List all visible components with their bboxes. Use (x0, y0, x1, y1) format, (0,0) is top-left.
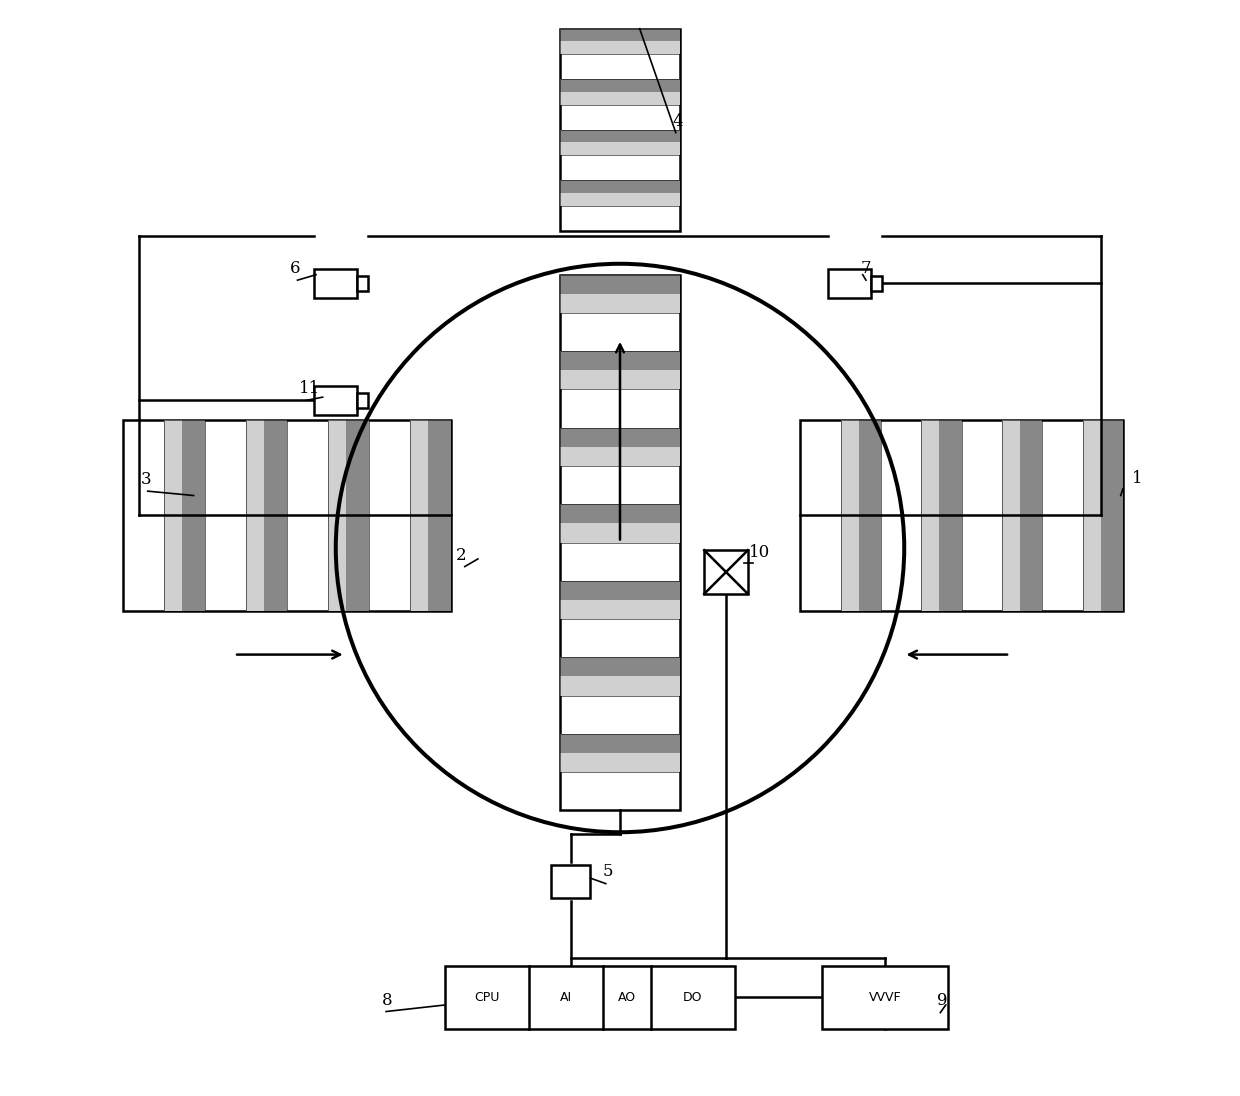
Bar (560, 427, 680, 466)
Bar (560, 294, 680, 313)
Text: 10: 10 (749, 544, 770, 561)
Text: 9: 9 (937, 992, 947, 1009)
Bar (1021, 420, 1043, 610)
Text: 6: 6 (290, 260, 300, 277)
Text: VVVF: VVVF (869, 991, 901, 1004)
Bar (921, 420, 940, 610)
Text: 4: 4 (672, 113, 683, 130)
Bar (704, 550, 748, 594)
Bar (560, 504, 680, 543)
Bar (246, 420, 286, 610)
Bar (327, 420, 368, 610)
Bar (560, 275, 680, 810)
Bar (828, 269, 872, 298)
Bar (841, 420, 859, 610)
Text: 8: 8 (382, 992, 392, 1009)
Bar (560, 275, 680, 294)
Bar (560, 193, 680, 206)
Bar (327, 420, 346, 610)
Bar (164, 420, 205, 610)
Bar (182, 420, 205, 610)
Bar (560, 28, 680, 54)
Bar (560, 370, 680, 389)
Bar (822, 966, 947, 1029)
Text: 2: 2 (456, 547, 466, 564)
Bar (1083, 420, 1101, 610)
Bar (357, 392, 368, 409)
Bar (560, 79, 680, 104)
Bar (560, 129, 680, 142)
Text: 11: 11 (299, 380, 320, 397)
Bar (841, 420, 880, 610)
Bar (560, 447, 680, 466)
Bar (560, 351, 680, 370)
Bar (560, 504, 680, 524)
Bar (560, 581, 680, 619)
Bar (921, 420, 962, 610)
Bar (859, 420, 880, 610)
Bar (560, 524, 680, 543)
Bar (560, 129, 680, 156)
Bar (560, 351, 680, 389)
Bar (428, 420, 450, 610)
Bar (560, 181, 680, 206)
Bar (264, 420, 286, 610)
Bar (560, 658, 680, 676)
Bar (800, 420, 1123, 610)
Bar (246, 420, 264, 610)
Bar (560, 753, 680, 772)
Bar (560, 28, 680, 231)
Bar (560, 734, 680, 772)
Bar (1083, 420, 1123, 610)
Bar (346, 420, 368, 610)
Bar (560, 676, 680, 696)
Bar (409, 420, 450, 610)
Bar (560, 734, 680, 753)
Bar (940, 420, 962, 610)
Bar (314, 386, 357, 415)
Text: 7: 7 (861, 260, 872, 277)
Bar (164, 420, 182, 610)
Bar (560, 600, 680, 619)
Bar (123, 420, 450, 610)
Text: 3: 3 (141, 471, 151, 488)
Bar (872, 275, 882, 292)
Text: DO: DO (683, 991, 703, 1004)
Bar (560, 79, 680, 92)
Bar (560, 275, 680, 313)
Bar (560, 42, 680, 54)
Bar (560, 427, 680, 447)
Bar (409, 420, 428, 610)
Bar (1002, 420, 1021, 610)
Bar (560, 28, 680, 42)
Text: AI: AI (560, 991, 572, 1004)
Bar (1101, 420, 1123, 610)
Bar (1002, 420, 1043, 610)
Bar (551, 865, 590, 898)
Bar (560, 658, 680, 696)
Bar (560, 581, 680, 600)
Text: AO: AO (618, 991, 636, 1004)
Text: 1: 1 (1132, 470, 1142, 487)
Bar (357, 275, 368, 292)
Text: CPU: CPU (475, 991, 500, 1004)
Bar (560, 142, 680, 156)
Bar (560, 92, 680, 104)
Bar (314, 269, 357, 298)
Bar (560, 181, 680, 193)
Text: 5: 5 (603, 864, 613, 880)
Bar (445, 966, 735, 1029)
